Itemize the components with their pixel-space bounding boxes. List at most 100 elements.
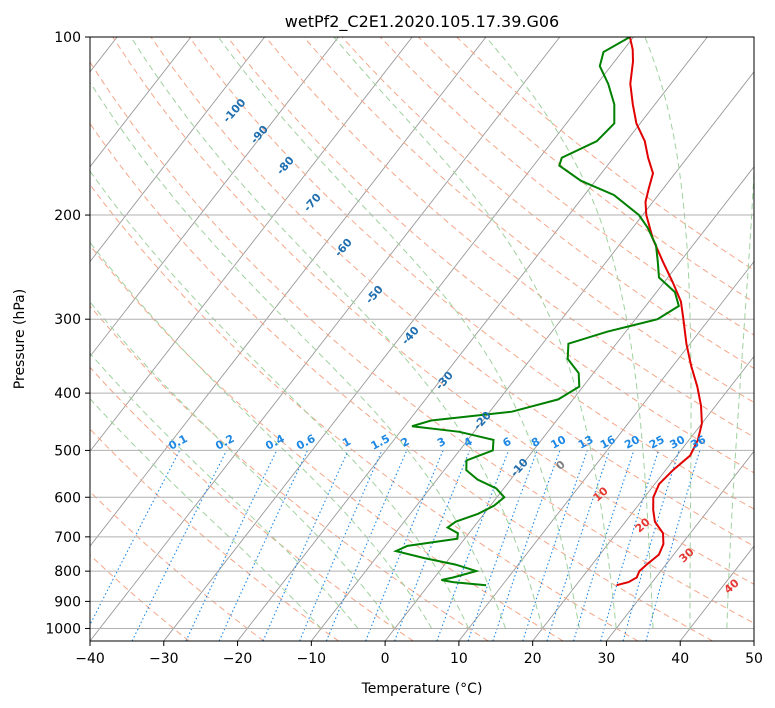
- temperature-profile-line: [616, 37, 703, 587]
- moist-adiabat-label: -30: [433, 369, 456, 393]
- pressure-gridlines: [90, 37, 754, 629]
- moist-adiabat-label: -20: [471, 409, 494, 433]
- mixing-ratio-label: 30: [668, 433, 688, 452]
- x-tick-label: −30: [149, 651, 179, 667]
- x-axis-title: Temperature (°C): [361, 681, 483, 697]
- dry-adiabat-line: [90, 428, 339, 641]
- y-tick-label: 300: [54, 312, 81, 328]
- x-tick-label: 0: [381, 651, 390, 667]
- dry-adiabat-line: [112, 37, 754, 585]
- lcl-label: 0: [553, 458, 568, 473]
- moist-adiabat-line: [217, 37, 580, 629]
- isotherm-line: [458, 260, 754, 641]
- mixing-ratio-label: 6: [501, 435, 514, 450]
- x-tick-label: 40: [671, 651, 689, 667]
- dry-adiabat-line: [379, 37, 754, 336]
- mixing-ratio-label: 0.6: [294, 432, 318, 453]
- dry-adiabat-line: [90, 366, 414, 641]
- moist-adiabat-line: [90, 301, 396, 629]
- isotherm-line: [90, 37, 339, 358]
- moist-adiabat-label: -90: [248, 123, 271, 147]
- x-tick-label: 30: [598, 651, 616, 667]
- mixing-ratio-label: 2: [399, 435, 412, 450]
- y-tick-label: 400: [54, 386, 81, 402]
- moist-adiabat-line: [726, 161, 754, 629]
- mixing-ratio-label: 4: [462, 435, 475, 450]
- isotherm-line: [384, 165, 754, 641]
- x-tick-label: 20: [524, 651, 542, 667]
- mixing-ratio-line: [218, 450, 308, 641]
- x-tick-label: 50: [745, 651, 763, 667]
- mixing-ratio-label: 36: [688, 433, 708, 452]
- y-tick-label: 800: [54, 564, 81, 580]
- mixing-ratio-label: 20: [622, 433, 642, 452]
- x-tick-label: −10: [297, 651, 327, 667]
- y-tick-label: 100: [54, 30, 81, 46]
- chart-title: wetPf2_C2E1.2020.105.17.39.G06: [285, 12, 559, 32]
- moist-adiabat-line: [90, 170, 470, 629]
- isotherm-line: [753, 640, 754, 641]
- dewpoint-profile-line: [392, 37, 680, 587]
- moist-adiabat-label: -70: [301, 191, 324, 215]
- dry-adiabat-line: [90, 244, 564, 641]
- mixing-ratio-label: 16: [598, 433, 618, 452]
- x-tick-label: 10: [450, 651, 468, 667]
- mixing-ratio-line: [365, 450, 444, 641]
- mixing-ratio-line: [90, 450, 181, 626]
- moist-adiabat-line: [644, 37, 692, 629]
- mixing-ratio-line: [299, 450, 383, 641]
- dry-adiabat-line: [227, 37, 754, 474]
- isotherm-line: [90, 37, 413, 453]
- dry-adiabat-line: [456, 37, 754, 271]
- mixing-ratio-line: [572, 450, 635, 641]
- moist-adiabat-line: [130, 37, 543, 629]
- mixing-ratio-line: [546, 450, 611, 641]
- dry-adiabat-line: [90, 183, 639, 641]
- dry-adiabat-line: [90, 554, 190, 641]
- mixing-ratio-line: [467, 450, 538, 641]
- mixing-ratio-line: [262, 450, 349, 641]
- dry-adiabat-label: 20: [633, 515, 653, 535]
- moist-adiabat-label: -40: [399, 324, 422, 348]
- mixing-ratio-line: [394, 450, 471, 641]
- mixing-ratio-line: [645, 450, 701, 641]
- isotherm-line: [606, 450, 754, 641]
- mixing-ratio-label: 1.5: [369, 432, 392, 453]
- isotherm-line: [163, 37, 634, 641]
- y-tick-label: 1000: [45, 621, 81, 637]
- mixing-ratio-label: 25: [647, 433, 667, 452]
- dry-adiabat-line: [90, 490, 265, 641]
- x-tick-label: −40: [75, 651, 105, 667]
- isotherm-line: [90, 37, 192, 168]
- isotherm-line: [237, 37, 708, 641]
- moist-adiabat-label: -80: [274, 154, 297, 178]
- dry-adiabat-line: [188, 37, 754, 510]
- y-tick-label: 600: [54, 490, 81, 506]
- dry-adiabat-line: [341, 37, 754, 370]
- mixing-ratio-label: 0.2: [213, 432, 236, 453]
- moist-adiabat-line: [90, 397, 322, 629]
- moist-adiabat-line: [333, 37, 617, 629]
- mixing-ratio-line: [622, 450, 680, 641]
- plot-frame: [89, 36, 755, 642]
- isotherm-line: [90, 37, 266, 263]
- mixing-ratio-label: 3: [435, 435, 448, 450]
- dry-adiabat-line: [90, 61, 754, 624]
- y-axis: 100 200 300 400 500 600 700 800 900 1000: [45, 30, 90, 637]
- y-tick-label: 500: [54, 443, 81, 459]
- mixing-ratio-line: [325, 450, 408, 641]
- dry-adiabat-line: [90, 305, 489, 641]
- moist-adiabat-label: -100: [220, 96, 248, 125]
- isotherm-line: [90, 37, 561, 641]
- mixing-ratio-line: [131, 450, 228, 641]
- mixing-ratio-label: 13: [576, 433, 596, 452]
- y-tick-label: 900: [54, 594, 81, 610]
- moist-adiabat-line: [90, 81, 506, 629]
- moist-adiabat-label: -60: [332, 236, 355, 260]
- moist-adiabat-line: [90, 352, 359, 629]
- isotherm-line: [310, 71, 754, 641]
- moist-adiabat-label: -10: [508, 456, 531, 480]
- mixing-ratio-line: [436, 450, 510, 641]
- mixing-ratio-label: 0.1: [166, 432, 189, 453]
